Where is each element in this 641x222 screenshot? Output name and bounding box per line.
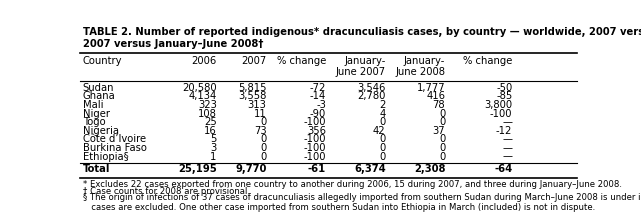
Text: 16: 16 [204, 126, 217, 136]
Text: 1,777: 1,777 [417, 83, 445, 93]
Text: -14: -14 [310, 91, 326, 101]
Text: Ghana: Ghana [83, 91, 115, 101]
Text: 3,546: 3,546 [357, 83, 386, 93]
Text: -100: -100 [490, 109, 512, 119]
Text: Nigeria: Nigeria [83, 126, 119, 136]
Text: 0: 0 [439, 143, 445, 153]
Text: † Case counts for 2008 are provisional.: † Case counts for 2008 are provisional. [83, 187, 249, 196]
Text: Total: Total [83, 164, 110, 174]
Text: -90: -90 [310, 109, 326, 119]
Text: 25,195: 25,195 [178, 164, 217, 174]
Text: 11: 11 [254, 109, 267, 119]
Text: 0: 0 [260, 134, 267, 144]
Text: 6,374: 6,374 [354, 164, 386, 174]
Text: -72: -72 [310, 83, 326, 93]
Text: § The origin of infections of 37 cases of dracunculiasis allegedly imported from: § The origin of infections of 37 cases o… [83, 193, 641, 212]
Text: 0: 0 [260, 117, 267, 127]
Text: 25: 25 [204, 117, 217, 127]
Text: Niger: Niger [83, 109, 110, 119]
Text: 42: 42 [373, 126, 386, 136]
Text: 78: 78 [433, 100, 445, 110]
Text: 4: 4 [379, 109, 386, 119]
Text: Burkina Faso: Burkina Faso [83, 143, 147, 153]
Text: 3: 3 [210, 143, 217, 153]
Text: 0: 0 [260, 152, 267, 162]
Text: 2,308: 2,308 [413, 164, 445, 174]
Text: 0: 0 [439, 134, 445, 144]
Text: 356: 356 [307, 126, 326, 136]
Text: 9,770: 9,770 [235, 164, 267, 174]
Text: 0: 0 [379, 117, 386, 127]
Text: 2006: 2006 [192, 56, 217, 66]
Text: 313: 313 [247, 100, 267, 110]
Text: 3,558: 3,558 [238, 91, 267, 101]
Text: 4,134: 4,134 [188, 91, 217, 101]
Text: 0: 0 [379, 134, 386, 144]
Text: January-
June 2008: January- June 2008 [395, 56, 445, 77]
Text: TABLE 2. Number of reported indigenous* dracunculiasis cases, by country — world: TABLE 2. Number of reported indigenous* … [83, 28, 641, 49]
Text: 20,580: 20,580 [182, 83, 217, 93]
Text: % change: % change [277, 56, 326, 66]
Text: Ethiopia§: Ethiopia§ [83, 152, 128, 162]
Text: 0: 0 [439, 152, 445, 162]
Text: 2007: 2007 [241, 56, 267, 66]
Text: -61: -61 [308, 164, 326, 174]
Text: 0: 0 [379, 143, 386, 153]
Text: -64: -64 [494, 164, 512, 174]
Text: 3,800: 3,800 [484, 100, 512, 110]
Text: 2,780: 2,780 [357, 91, 386, 101]
Text: -100: -100 [304, 117, 326, 127]
Text: 2: 2 [379, 100, 386, 110]
Text: 323: 323 [198, 100, 217, 110]
Text: -100: -100 [304, 152, 326, 162]
Text: -12: -12 [496, 126, 512, 136]
Text: Mali: Mali [83, 100, 103, 110]
Text: Sudan: Sudan [83, 83, 114, 93]
Text: 5: 5 [210, 134, 217, 144]
Text: 0: 0 [439, 109, 445, 119]
Text: Country: Country [83, 56, 122, 66]
Text: % change: % change [463, 56, 512, 66]
Text: 108: 108 [198, 109, 217, 119]
Text: -100: -100 [304, 134, 326, 144]
Text: 73: 73 [254, 126, 267, 136]
Text: -50: -50 [496, 83, 512, 93]
Text: -85: -85 [496, 91, 512, 101]
Text: 0: 0 [260, 143, 267, 153]
Text: —: — [503, 152, 512, 162]
Text: —: — [503, 143, 512, 153]
Text: 0: 0 [439, 117, 445, 127]
Text: 1: 1 [210, 152, 217, 162]
Text: Côte d’Ivoire: Côte d’Ivoire [83, 134, 146, 144]
Text: —: — [503, 134, 512, 144]
Text: -100: -100 [304, 143, 326, 153]
Text: 0: 0 [379, 152, 386, 162]
Text: * Excludes 22 cases exported from one country to another during 2006, 15 during : * Excludes 22 cases exported from one co… [83, 180, 622, 190]
Text: 37: 37 [433, 126, 445, 136]
Text: 416: 416 [426, 91, 445, 101]
Text: —: — [503, 117, 512, 127]
Text: -3: -3 [316, 100, 326, 110]
Text: January-
June 2007: January- June 2007 [335, 56, 386, 77]
Text: Togo: Togo [83, 117, 105, 127]
Text: 5,815: 5,815 [238, 83, 267, 93]
